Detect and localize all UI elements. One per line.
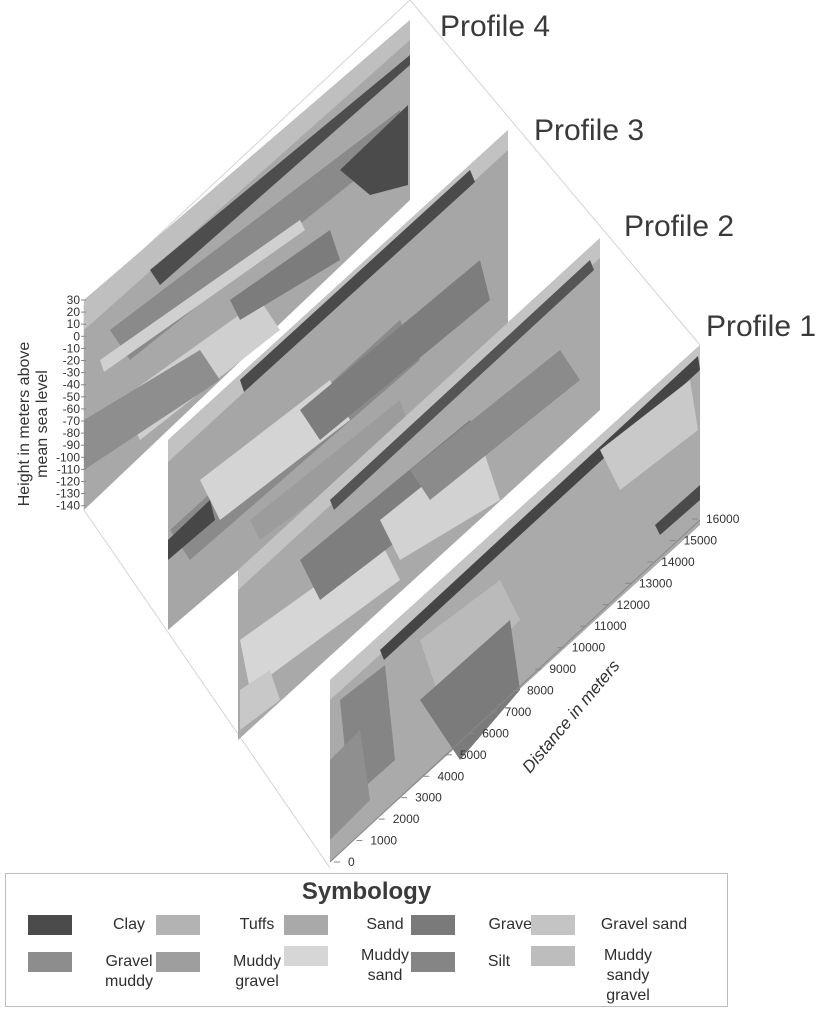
legend-item-gravel: Gravel [411,915,551,975]
height-tick-label: -50 [63,390,81,404]
legend-swatch-clay [28,915,72,935]
legend-title: Symbology [301,878,432,905]
distance-tick-label: 0 [348,855,355,869]
height-tick-label: -120 [56,475,80,489]
profile-2-title: Profile 2 [624,210,734,243]
height-tick-label: -90 [63,438,81,452]
legend: Symbology Clay Tuffs Sand Gravel Gravel … [5,873,728,1007]
height-tick-label: -130 [56,487,80,501]
profile-3-title: Profile 3 [534,114,644,147]
distance-tick-label: 1000 [370,834,397,848]
height-axis-ticks: 3020100-10-20-30-40-50-60-70-80-90-100-1… [56,293,86,513]
distance-tick-label: 10000 [572,641,606,655]
fence-diagram: Profile 4 Profile 3 Profile 2 Profile 1 … [16,0,816,869]
legend-label-silt: Silt [487,953,511,970]
legend-label-gravel-muddy: Gravel muddy [104,953,154,990]
height-tick-label: 10 [67,317,81,331]
height-tick-label: -20 [63,354,81,368]
height-axis-label: Height in meters above mean sea level [16,342,51,507]
height-tick-label: -100 [56,450,80,464]
legend-swatch-tuffs [156,915,200,935]
height-axis-label-line2: mean sea level [34,370,51,478]
height-tick-label: -110 [57,462,80,476]
legend-swatch-muddy-gravel [156,952,200,972]
distance-tick-label: 16000 [706,512,740,526]
height-tick-label: 20 [67,305,81,319]
height-tick-label: -40 [63,378,81,392]
height-tick-label: -30 [63,366,81,380]
legend-label-muddy-sand: Muddy sand [360,947,410,984]
profile-1-panel [330,345,700,862]
height-tick-label: -70 [63,414,81,428]
legend-label-gravel: Gravel [488,916,536,933]
profile-3-panel [168,130,508,630]
legend-item-gravel-muddy: Gravel muddy [28,952,168,1012]
legend-item-muddy-sand: Muddy sand [284,946,424,1006]
distance-tick-label: 5000 [460,748,487,762]
legend-label-tuffs: Tuffs [239,916,275,933]
distance-axis-ticks: 0 1000 2000 3000 4000 5000 6000 7000 8000 9000 100… [334,512,740,869]
height-tick-label: -10 [63,341,81,355]
legend-item-tuffs: Tuffs [156,915,296,975]
distance-tick-label: 7000 [505,705,532,719]
legend-swatch-muddy-sand [284,946,328,966]
distance-tick-label: 9000 [549,662,576,676]
legend-label-muddy-gravel: Muddy gravel [232,953,282,990]
legend-item-sand: Sand [284,915,424,975]
distance-tick-label: 2000 [393,812,420,826]
legend-item-muddy-gravel: Muddy gravel [156,952,296,1012]
legend-label-sand: Sand [366,916,404,933]
distance-tick-label: 14000 [661,555,695,569]
legend-item-muddy-sandy-gravel: Muddy sandy gravel [531,946,671,1006]
distance-tick-label: 11000 [594,619,627,633]
distance-tick-label: 12000 [617,598,651,612]
legend-swatch-gravel-sand [531,915,575,935]
profile-1-title: Profile 1 [706,310,816,343]
height-tick-label: 0 [73,329,80,343]
legend-swatch-gravel-muddy [28,952,72,972]
legend-swatch-silt [411,952,455,972]
height-tick-label: -60 [63,402,81,416]
height-tick-label: -140 [56,499,80,513]
height-tick-label: 30 [67,293,81,307]
profile-4-title: Profile 4 [440,10,550,43]
legend-item-gravel-sand: Gravel sand [531,915,721,975]
profile-4-panel [84,20,410,510]
legend-label-clay: Clay [112,916,145,933]
legend-swatch-gravel [411,915,455,935]
legend-item-silt: Silt [411,952,551,1012]
distance-tick-label: 13000 [639,576,673,590]
distance-tick-label: 3000 [415,791,442,805]
legend-label-gravel-sand: Gravel sand [600,916,688,933]
distance-tick-label: 8000 [527,684,554,698]
distance-tick-label: 4000 [438,769,465,783]
legend-item-clay: Clay [28,915,168,975]
profile-2-panel [238,238,600,740]
distance-tick-label: 15000 [684,533,718,547]
height-tick-label: -80 [63,426,81,440]
legend-swatch-sand [284,915,328,935]
legend-swatch-muddy-sandy-gravel [531,946,575,966]
distance-tick-label: 6000 [482,726,509,740]
legend-label-muddy-sandy-gravel: Muddy sandy gravel [603,947,653,1004]
height-axis-label-line1: Height in meters above [16,342,33,507]
